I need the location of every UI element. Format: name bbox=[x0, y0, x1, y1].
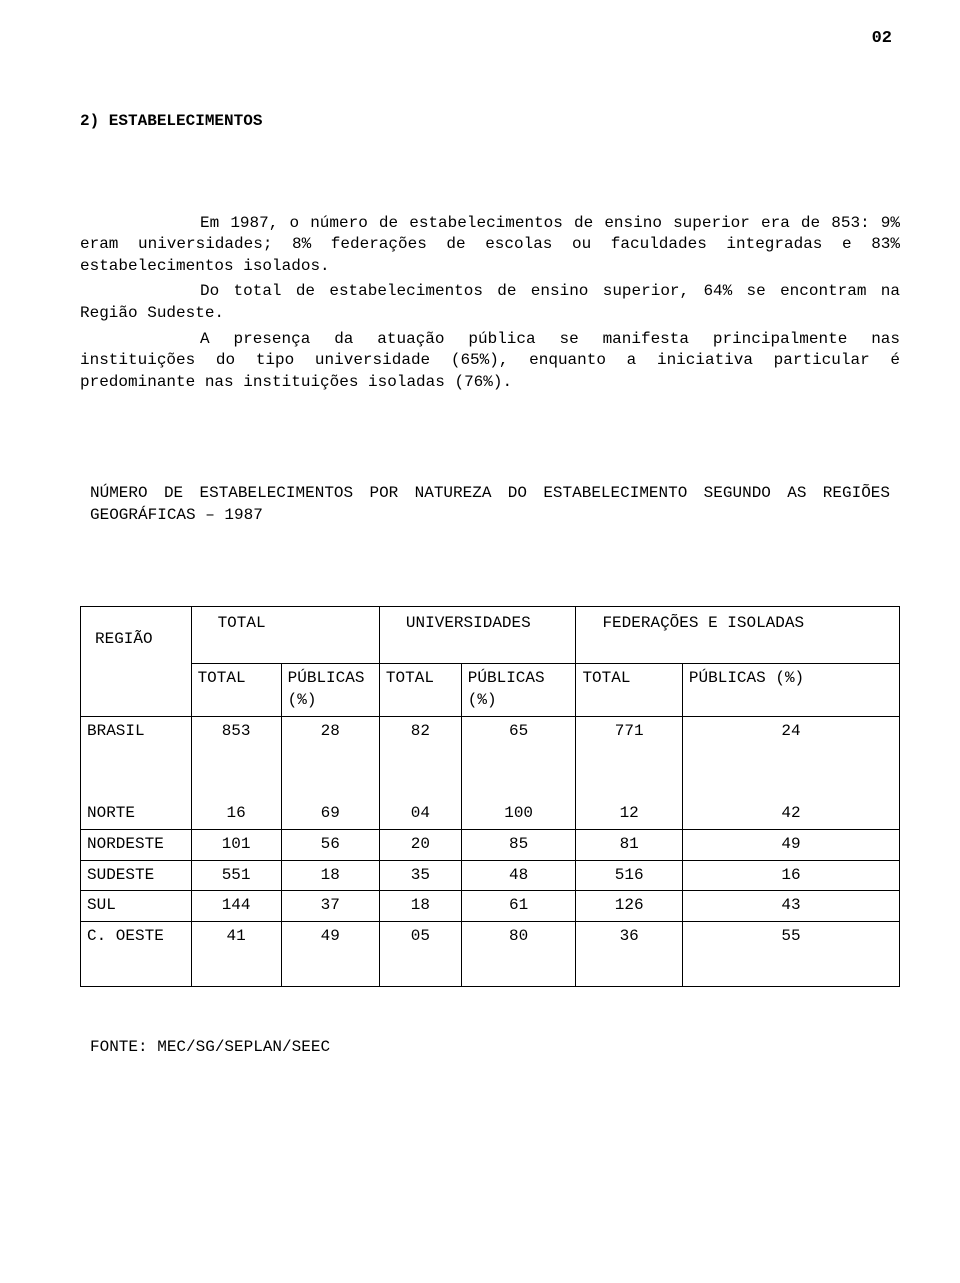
subhead-publicas-1: PÚBLICAS (%) bbox=[281, 664, 379, 717]
row-label: SUDESTE bbox=[81, 860, 192, 891]
cell: 18 bbox=[379, 891, 461, 922]
cell: 36 bbox=[576, 921, 682, 986]
table-source: FONTE: MEC/SG/SEPLAN/SEEC bbox=[80, 1037, 900, 1059]
cell: 69 bbox=[281, 799, 379, 829]
cell: 16 bbox=[682, 860, 899, 891]
cell: 100 bbox=[461, 799, 576, 829]
subhead-total-3: TOTAL bbox=[576, 664, 682, 717]
cell: 05 bbox=[379, 921, 461, 986]
cell: 28 bbox=[281, 717, 379, 782]
subhead-total-2: TOTAL bbox=[379, 664, 461, 717]
paragraph-2: Do total de estabelecimentos de ensino s… bbox=[80, 281, 900, 324]
paragraph-3: A presença da atuação pública se manifes… bbox=[80, 329, 900, 394]
page-number: 02 bbox=[80, 28, 900, 51]
row-label: BRASIL bbox=[81, 717, 192, 782]
row-label: NORDESTE bbox=[81, 830, 192, 861]
cell: 516 bbox=[576, 860, 682, 891]
subhead-publicas-3: PÚBLICAS (%) bbox=[682, 664, 899, 717]
table-spacer bbox=[81, 781, 900, 799]
cell: 35 bbox=[379, 860, 461, 891]
cell: 55 bbox=[682, 921, 899, 986]
cell: 85 bbox=[461, 830, 576, 861]
table-group-header-row: REGIÃO TOTAL UNIVERSIDADES FEDERAÇÕES E … bbox=[81, 607, 900, 664]
cell: 41 bbox=[191, 921, 281, 986]
table-title: NÚMERO DE ESTABELECIMENTOS POR NATUREZA … bbox=[80, 483, 900, 526]
cell: 101 bbox=[191, 830, 281, 861]
cell: 20 bbox=[379, 830, 461, 861]
cell: 49 bbox=[281, 921, 379, 986]
table-row: BRASIL 853 28 82 65 771 24 bbox=[81, 717, 900, 782]
cell: 18 bbox=[281, 860, 379, 891]
cell: 12 bbox=[576, 799, 682, 829]
cell: 43 bbox=[682, 891, 899, 922]
cell: 80 bbox=[461, 921, 576, 986]
paragraph-1: Em 1987, o número de estabelecimentos de… bbox=[80, 213, 900, 278]
row-label: SUL bbox=[81, 891, 192, 922]
cell: 853 bbox=[191, 717, 281, 782]
cell: 42 bbox=[682, 799, 899, 829]
table-row: SUL 144 37 18 61 126 43 bbox=[81, 891, 900, 922]
table-sub-header-row: TOTAL PÚBLICAS (%) TOTAL PÚBLICAS (%) TO… bbox=[81, 664, 900, 717]
data-table: REGIÃO TOTAL UNIVERSIDADES FEDERAÇÕES E … bbox=[80, 606, 900, 986]
table-row: SUDESTE 551 18 35 48 516 16 bbox=[81, 860, 900, 891]
cell: 144 bbox=[191, 891, 281, 922]
cell: 37 bbox=[281, 891, 379, 922]
cell: 04 bbox=[379, 799, 461, 829]
subhead-publicas-2: PÚBLICAS (%) bbox=[461, 664, 576, 717]
cell: 16 bbox=[191, 799, 281, 829]
cell: 551 bbox=[191, 860, 281, 891]
cell: 771 bbox=[576, 717, 682, 782]
cell: 126 bbox=[576, 891, 682, 922]
cell: 48 bbox=[461, 860, 576, 891]
cell: 56 bbox=[281, 830, 379, 861]
group-header-total: TOTAL bbox=[191, 607, 379, 664]
cell: 65 bbox=[461, 717, 576, 782]
row-label: C. OESTE bbox=[81, 921, 192, 986]
table-row: NORDESTE 101 56 20 85 81 49 bbox=[81, 830, 900, 861]
group-header-universidades: UNIVERSIDADES bbox=[379, 607, 576, 664]
table-row: NORTE 16 69 04 100 12 42 bbox=[81, 799, 900, 829]
section-heading: 2) ESTABELECIMENTOS bbox=[80, 111, 900, 133]
cell: 82 bbox=[379, 717, 461, 782]
cell: 24 bbox=[682, 717, 899, 782]
cell: 49 bbox=[682, 830, 899, 861]
row-label-header: REGIÃO bbox=[81, 607, 192, 717]
table-row: C. OESTE 41 49 05 80 36 55 bbox=[81, 921, 900, 986]
cell: 81 bbox=[576, 830, 682, 861]
row-label: NORTE bbox=[81, 799, 192, 829]
cell: 61 bbox=[461, 891, 576, 922]
subhead-total-1: TOTAL bbox=[191, 664, 281, 717]
group-header-federacoes: FEDERAÇÕES E ISOLADAS bbox=[576, 607, 900, 664]
